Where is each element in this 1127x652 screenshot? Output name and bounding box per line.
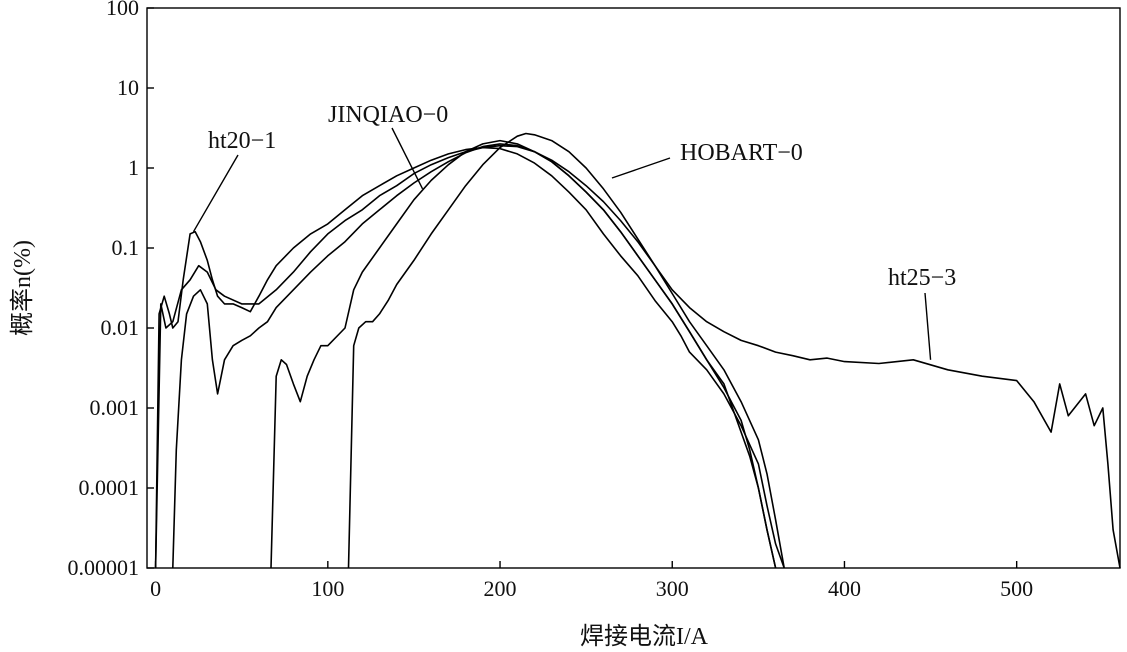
y-tick-label: 0.0001 [79,475,140,500]
annotation-leader [611,157,671,179]
annotation-leader [391,127,424,190]
y-tick-label: 0.001 [90,395,140,420]
annotation-leader [924,292,932,360]
x-tick-label: 0 [150,576,161,601]
x-tick-label: 300 [656,576,689,601]
x-tick-label: 100 [311,576,344,601]
plot-frame [146,7,1121,569]
x-tick-label: 400 [828,576,861,601]
ticks: 0 100 200 300 400 500 0.00001 0.0001 0.001 0.01 0.… [68,0,1034,601]
annotation-label: HOBART−0 [680,140,803,166]
y-tick-label: 100 [106,0,139,20]
annotation-label: ht25−3 [888,265,956,291]
y-axis-title: 概率n(%) [9,240,36,336]
series-line-0 [154,146,785,569]
series-line-1 [172,143,777,569]
y-tick-label: 0.01 [101,315,140,340]
x-tick-label: 200 [484,576,517,601]
annotation-leader [192,154,239,233]
series-line-2 [270,139,777,569]
x-axis-title: 焊接电流I/A [580,623,709,650]
series-line-4 [154,144,1121,569]
series-line-3 [347,132,785,569]
series-layer [154,132,1121,569]
y-tick-label: 10 [117,75,139,100]
y-tick-label: 0.00001 [68,555,140,580]
x-tick-label: 500 [1000,576,1033,601]
y-tick-label: 0.1 [112,235,140,260]
annotation-label: ht20−1 [208,128,276,154]
annotation-layer: ht20−1 JINQIAO−0 HOBART−0 ht25−3 [192,102,956,360]
y-tick-label: 1 [128,155,139,180]
annotation-label: JINQIAO−0 [328,102,448,128]
